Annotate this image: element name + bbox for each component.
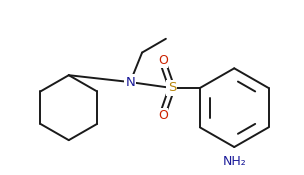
Text: O: O	[158, 109, 168, 122]
Text: S: S	[168, 82, 176, 95]
Text: O: O	[158, 54, 168, 67]
Text: NH₂: NH₂	[222, 155, 246, 168]
Text: N: N	[125, 76, 135, 89]
